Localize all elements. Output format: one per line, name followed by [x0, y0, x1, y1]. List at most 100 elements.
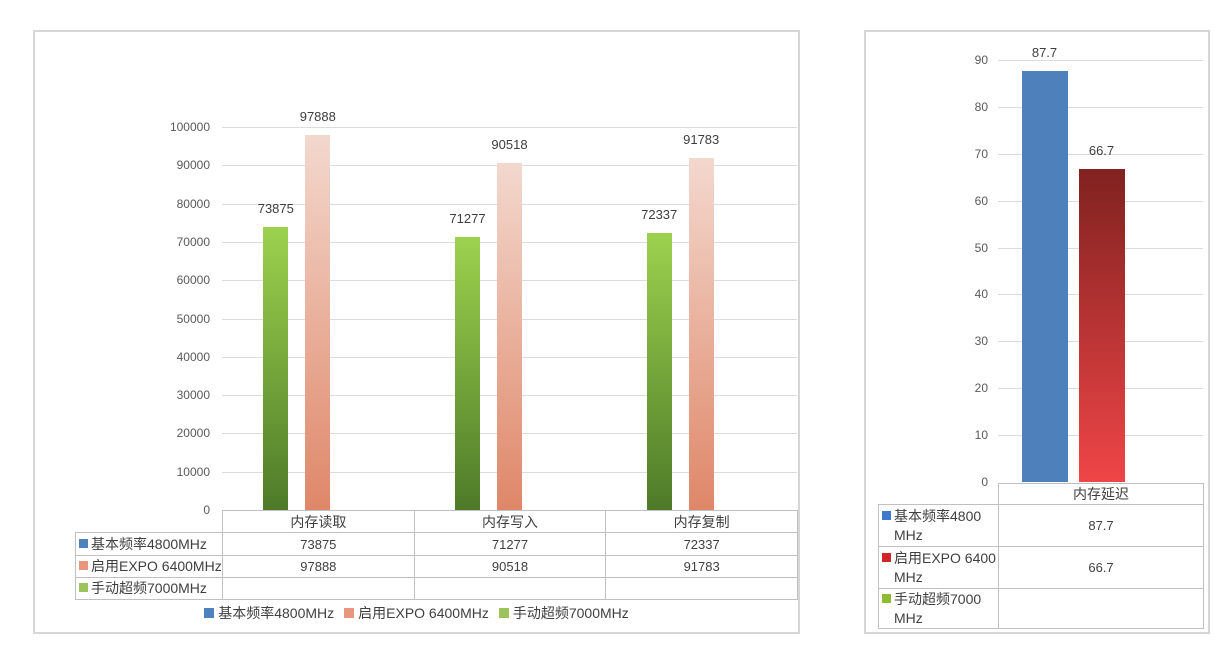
series-marker-icon: [79, 583, 88, 592]
legend-label: 启用EXPO 6400MHz: [358, 604, 489, 621]
gridline: [998, 106, 1203, 108]
y-axis-tick-label: 90: [974, 53, 988, 67]
table-row: 启用EXPO 6400MHz 97888 90518 91783: [75, 555, 798, 578]
value-cell: 97888: [222, 555, 415, 578]
series-label-line1: 手动超频7000MHz: [79, 579, 222, 598]
y-axis-tick-label: 20000: [176, 426, 210, 441]
value-cell: [605, 577, 798, 600]
gridline: [222, 127, 797, 128]
table-corner-cell: [76, 511, 223, 533]
bar-memory-bandwidth-series1-cat2: [455, 237, 480, 510]
legend-item: 启用EXPO 6400MHz: [344, 603, 489, 623]
y-axis-tick-label: 40: [974, 287, 988, 302]
series-label: 启用EXPO 6400: [894, 549, 996, 566]
table-header-row: 内存延迟: [879, 483, 1204, 505]
legend-item: 手动超频7000MHz: [498, 603, 629, 623]
y-axis-tick-label: 10: [974, 428, 988, 443]
value-cell: 91783: [605, 555, 798, 578]
legend-marker-icon: [498, 607, 509, 618]
value-cell: 71277: [413, 532, 607, 556]
bar-value-label: 73875: [257, 201, 294, 217]
legend-item: 基本频率4800MHz: [204, 603, 334, 623]
table-row: 手动超频7000MHz: [75, 577, 798, 600]
series-label-line2: MHz: [894, 526, 923, 543]
gridline: [998, 153, 1203, 155]
bar-memory-bandwidth-series2-cat2: [497, 163, 522, 510]
table-row: 手动超频7000 MHz: [878, 588, 1204, 629]
y-axis-tick-label: 80000: [176, 196, 210, 211]
series-label-line1: 手动超频7000: [882, 590, 998, 609]
bar-memory-latency-series2-cat1: [1078, 169, 1125, 482]
bar-value-label: 66.7: [1088, 143, 1115, 159]
y-axis-tick-label: 10000: [176, 464, 210, 479]
series-label: 手动超频7000: [894, 590, 982, 607]
value-cell: 87.7: [998, 504, 1204, 547]
series-label-cell: 基本频率4800 MHz: [878, 504, 999, 547]
category-header-cell: 内存延迟: [998, 483, 1204, 505]
legend-label: 手动超频7000MHz: [512, 604, 629, 621]
category-header-cell: 内存复制: [605, 510, 798, 533]
legend-marker-icon: [344, 607, 355, 618]
series-label-line2: MHz: [894, 609, 923, 626]
table-row: 基本频率4800 MHz 87.7: [878, 504, 1204, 547]
bar-value-label: 90518: [491, 137, 528, 153]
value-cell: 72337: [605, 532, 798, 556]
series-label-cell: 手动超频7000 MHz: [878, 588, 999, 629]
bar-value-label: 91783: [683, 132, 720, 148]
chart-data-table: 内存读取 内存写入 内存复制 基本频率4800MHz 73875 71277 72337 启用…: [75, 510, 798, 600]
y-axis-tick-label: 30000: [176, 388, 210, 403]
category-header-cell: 内存读取: [222, 510, 415, 533]
bar-value-label: 72337: [641, 206, 678, 222]
value-cell: 90518: [413, 555, 607, 578]
y-axis-tick-label: 80: [974, 99, 988, 114]
bar-value-label: 71277: [449, 211, 486, 226]
series-marker-icon: [882, 552, 891, 562]
series-label: 基本频率4800MHz: [91, 535, 207, 552]
memory-bandwidth-chart: 0 10000 20000 30000 40000 50000 60000 70000 8000…: [33, 30, 800, 634]
legend-label: 基本频率4800MHz: [218, 604, 335, 621]
y-axis-tick-label: 40000: [176, 349, 210, 364]
bar-value-label: 87.7: [1031, 44, 1058, 60]
series-marker-icon: [79, 538, 88, 548]
series-label-line1: 基本频率4800MHz: [79, 535, 222, 554]
value-cell: 73875: [222, 532, 415, 556]
bar-value-label: 97888: [299, 109, 336, 125]
series-label-cell: 手动超频7000MHz: [75, 577, 223, 600]
value-cell: [222, 577, 415, 600]
category-header-cell: 内存写入: [413, 510, 607, 533]
series-label: 启用EXPO 6400MHz: [91, 558, 222, 574]
table-row: 启用EXPO 6400 MHz 66.7: [878, 546, 1204, 589]
value-cell: 66.7: [998, 546, 1204, 589]
series-label-line1: 启用EXPO 6400: [882, 549, 998, 568]
y-axis-tick-label: 90000: [176, 158, 210, 173]
series-marker-icon: [882, 510, 891, 520]
y-axis-tick-label: 0: [981, 475, 988, 489]
bar-memory-bandwidth-series2-cat1: [305, 135, 331, 510]
series-label-line1: 启用EXPO 6400MHz: [79, 557, 222, 576]
y-axis-tick-label: 50: [974, 240, 988, 255]
y-axis-tick-label: 0: [203, 503, 210, 517]
bar-memory-latency-series1-cat1: [1021, 70, 1068, 482]
memory-latency-chart: 0 10 20 30 40 50 60 70 80 90 87.7 66.7 内存延迟 基本频率4800 M…: [864, 30, 1210, 634]
series-label: 基本频率4800: [894, 507, 982, 524]
y-axis-tick-label: 60: [974, 193, 988, 208]
bar-memory-bandwidth-series1-cat1: [263, 227, 289, 510]
chart-data-table: 内存延迟 基本频率4800 MHz 87.7 启用EXPO 6400 MHz 66.7 手动超…: [878, 483, 1204, 629]
y-axis-tick-label: 70: [974, 146, 988, 161]
table-corner-cell: [879, 484, 999, 505]
series-label-line1: 基本频率4800: [882, 507, 998, 526]
series-label-cell: 基本频率4800MHz: [75, 532, 223, 556]
series-label-cell: 启用EXPO 6400 MHz: [878, 546, 999, 589]
y-axis-tick-label: 60000: [176, 273, 210, 288]
series-label-line2: MHz: [894, 568, 923, 585]
series-marker-icon: [79, 561, 88, 570]
legend-marker-icon: [204, 607, 215, 618]
bar-memory-bandwidth-series1-cat3: [646, 232, 672, 510]
y-axis-tick-label: 30: [974, 334, 988, 349]
table-header-row: 内存读取 内存写入 内存复制: [76, 510, 798, 533]
series-marker-icon: [882, 593, 891, 603]
bar-memory-bandwidth-series2-cat3: [688, 158, 714, 510]
value-cell: [413, 577, 607, 600]
y-axis-tick-label: 50000: [176, 311, 210, 326]
